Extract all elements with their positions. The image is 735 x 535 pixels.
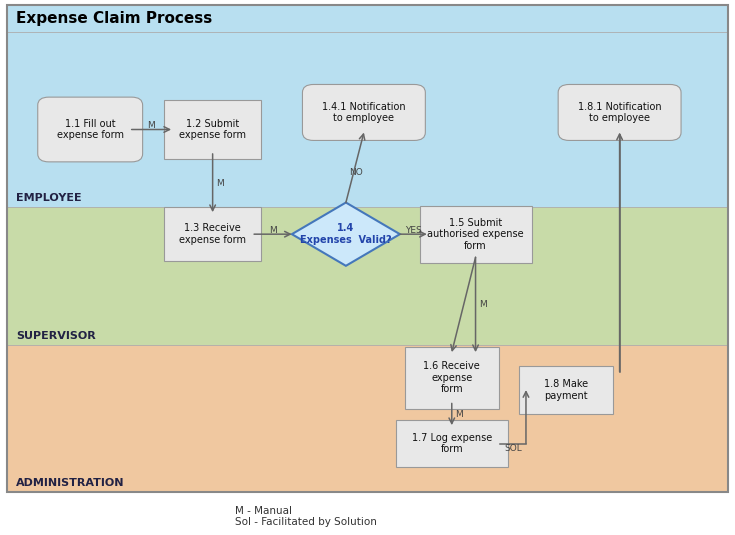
FancyBboxPatch shape — [164, 207, 262, 262]
Text: 1.7 Log expense
form: 1.7 Log expense form — [412, 433, 492, 454]
Text: M: M — [148, 121, 155, 129]
Text: M: M — [479, 300, 487, 309]
FancyBboxPatch shape — [420, 205, 531, 263]
Text: M: M — [456, 410, 463, 419]
FancyBboxPatch shape — [37, 97, 143, 162]
Text: SUPERVISOR: SUPERVISOR — [16, 331, 96, 341]
Text: 1.6 Receive
expense
form: 1.6 Receive expense form — [423, 361, 480, 394]
Text: M - Manual
Sol - Facilitated by Solution: M - Manual Sol - Facilitated by Solution — [235, 506, 377, 527]
FancyBboxPatch shape — [164, 100, 262, 159]
Text: 1.1 Fill out
expense form: 1.1 Fill out expense form — [57, 119, 123, 140]
Text: M: M — [216, 179, 224, 188]
Text: NO: NO — [350, 169, 363, 177]
FancyBboxPatch shape — [558, 85, 681, 141]
FancyBboxPatch shape — [7, 32, 728, 207]
FancyBboxPatch shape — [519, 366, 612, 414]
Text: 1.5 Submit
authorised expense
form: 1.5 Submit authorised expense form — [427, 218, 524, 251]
Text: Expense Claim Process: Expense Claim Process — [16, 11, 212, 26]
Text: M: M — [269, 226, 277, 235]
Text: 1.4.1 Notification
to employee: 1.4.1 Notification to employee — [322, 102, 406, 123]
FancyBboxPatch shape — [7, 345, 728, 492]
Text: 1.4
Expenses  Valid?: 1.4 Expenses Valid? — [300, 224, 392, 245]
FancyBboxPatch shape — [396, 420, 508, 467]
FancyBboxPatch shape — [405, 347, 499, 409]
FancyBboxPatch shape — [303, 85, 426, 141]
Text: EMPLOYEE: EMPLOYEE — [16, 193, 82, 203]
Text: 1.8 Make
payment: 1.8 Make payment — [543, 379, 588, 401]
FancyBboxPatch shape — [7, 5, 728, 32]
FancyBboxPatch shape — [7, 207, 728, 345]
Text: 1.2 Submit
expense form: 1.2 Submit expense form — [179, 119, 246, 140]
Polygon shape — [292, 203, 400, 266]
Text: ADMINISTRATION: ADMINISTRATION — [16, 478, 125, 488]
Text: YES: YES — [405, 226, 422, 235]
Text: SOL: SOL — [504, 445, 522, 453]
Text: 1.8.1 Notification
to employee: 1.8.1 Notification to employee — [578, 102, 662, 123]
Text: 1.3 Receive
expense form: 1.3 Receive expense form — [179, 224, 246, 245]
